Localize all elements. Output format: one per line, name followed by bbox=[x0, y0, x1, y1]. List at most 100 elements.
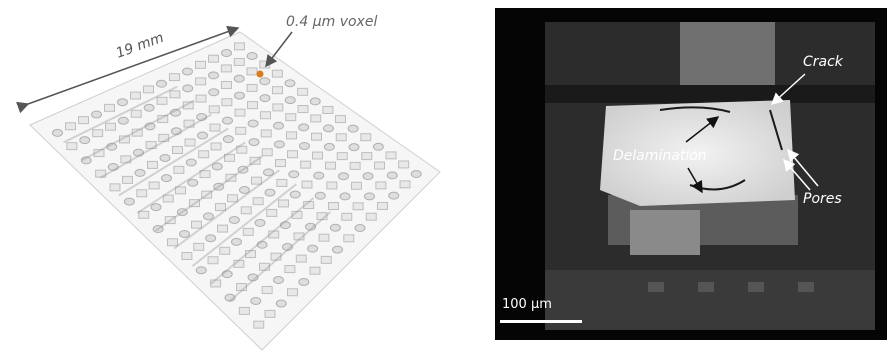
component bbox=[262, 149, 272, 156]
component bbox=[188, 179, 198, 186]
component bbox=[92, 111, 102, 118]
component bbox=[110, 184, 120, 191]
component bbox=[344, 235, 354, 242]
component bbox=[223, 136, 233, 143]
component bbox=[261, 112, 271, 119]
component bbox=[221, 65, 231, 72]
component bbox=[273, 87, 283, 94]
component bbox=[310, 98, 320, 105]
component bbox=[204, 213, 214, 220]
voxel-marker bbox=[257, 71, 264, 78]
component bbox=[218, 225, 228, 232]
component bbox=[248, 120, 258, 127]
component bbox=[262, 286, 272, 293]
component bbox=[336, 116, 346, 123]
component bbox=[209, 89, 219, 96]
component bbox=[310, 267, 320, 274]
component bbox=[222, 50, 232, 57]
component bbox=[274, 141, 284, 148]
substrate bbox=[545, 270, 875, 330]
component bbox=[118, 117, 128, 124]
component bbox=[247, 52, 257, 59]
component bbox=[252, 177, 262, 184]
component bbox=[236, 127, 246, 134]
bump bbox=[798, 282, 814, 292]
bump bbox=[648, 282, 664, 292]
component bbox=[261, 130, 271, 137]
component bbox=[222, 81, 232, 88]
component bbox=[206, 235, 216, 242]
component bbox=[274, 277, 284, 284]
component bbox=[194, 243, 204, 250]
component bbox=[255, 219, 265, 226]
component bbox=[324, 143, 334, 150]
component bbox=[386, 152, 396, 159]
bump bbox=[698, 282, 714, 292]
component bbox=[223, 117, 233, 124]
component bbox=[342, 213, 352, 220]
component bbox=[247, 68, 257, 75]
component bbox=[235, 109, 245, 116]
component bbox=[289, 171, 299, 178]
component bbox=[260, 78, 270, 85]
component bbox=[66, 123, 76, 130]
component bbox=[208, 257, 218, 264]
component bbox=[243, 228, 253, 235]
component bbox=[339, 173, 349, 180]
component bbox=[222, 99, 232, 106]
component bbox=[285, 97, 295, 104]
component bbox=[361, 134, 371, 141]
component bbox=[373, 143, 383, 150]
component bbox=[302, 181, 312, 188]
component bbox=[228, 195, 238, 202]
component bbox=[321, 256, 331, 263]
pores-label: Pores bbox=[803, 191, 842, 207]
component bbox=[211, 143, 221, 150]
component bbox=[183, 85, 193, 92]
component bbox=[251, 297, 261, 304]
component bbox=[340, 193, 350, 200]
component bbox=[235, 43, 245, 50]
lower-pad bbox=[630, 210, 700, 255]
component bbox=[298, 88, 308, 95]
component bbox=[241, 207, 251, 214]
component bbox=[299, 124, 309, 131]
component bbox=[272, 70, 282, 77]
component bbox=[253, 198, 263, 205]
figure: 19 mm 0.4 µm voxel Crack Delamination Po… bbox=[0, 0, 887, 354]
component bbox=[235, 92, 245, 99]
component bbox=[290, 191, 300, 198]
component bbox=[196, 78, 206, 85]
component bbox=[267, 209, 277, 216]
scale-bar bbox=[500, 320, 582, 323]
component bbox=[274, 122, 284, 129]
component bbox=[148, 161, 158, 168]
component bbox=[234, 58, 244, 65]
component bbox=[209, 106, 219, 113]
component bbox=[313, 152, 323, 159]
component bbox=[260, 95, 270, 102]
voxel-label: 0.4 µm voxel bbox=[286, 14, 377, 30]
component bbox=[174, 166, 184, 173]
component bbox=[355, 225, 365, 232]
component bbox=[333, 246, 343, 253]
component bbox=[160, 154, 170, 161]
component bbox=[157, 80, 167, 87]
bump bbox=[748, 282, 764, 292]
component bbox=[67, 143, 77, 150]
component bbox=[336, 134, 346, 141]
component bbox=[173, 146, 183, 153]
component bbox=[319, 234, 329, 241]
component bbox=[254, 321, 264, 328]
component bbox=[312, 133, 322, 140]
component bbox=[299, 278, 309, 285]
component bbox=[352, 182, 362, 189]
component bbox=[196, 267, 206, 274]
component bbox=[209, 72, 219, 79]
component bbox=[137, 190, 147, 197]
circuit-board-render bbox=[30, 32, 440, 350]
component bbox=[198, 132, 208, 139]
component bbox=[300, 142, 310, 149]
component bbox=[139, 211, 149, 218]
component bbox=[170, 91, 180, 98]
